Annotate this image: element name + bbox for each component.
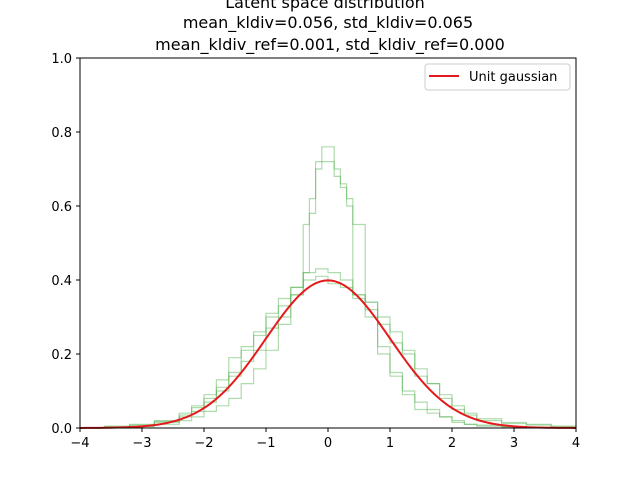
title-line-3: mean_kldiv_ref=0.001, std_kldiv_ref=0.00…	[155, 35, 505, 55]
legend: Unit gaussian	[424, 63, 571, 91]
x-tick-label: −1	[256, 436, 275, 451]
histogram-series-3	[80, 268, 577, 429]
x-tick-label: 0	[324, 436, 332, 451]
legend-label-unit-gaussian: Unit gaussian	[469, 70, 557, 85]
unit-gaussian-line	[79, 279, 577, 429]
legend-box	[424, 63, 571, 91]
chart-title: Latent space distribution mean_kldiv=0.0…	[155, 0, 505, 55]
title-line-1: Latent space distribution	[225, 0, 425, 12]
y-tick-label: 0.4	[51, 274, 72, 289]
histogram-series-4	[80, 275, 577, 429]
x-tick-label: −2	[194, 436, 213, 451]
x-tick-label: 2	[448, 436, 456, 451]
histogram-series-2	[80, 161, 576, 429]
x-tick-label: 3	[510, 436, 518, 451]
x-tick-label: 1	[386, 436, 394, 451]
title-line-2: mean_kldiv=0.056, std_kldiv=0.065	[183, 13, 473, 33]
y-axis: 0.0 0.2 0.4 0.6 0.8 1.0	[51, 52, 80, 437]
y-tick-label: 1.0	[51, 52, 72, 67]
x-tick-label: −4	[70, 436, 89, 451]
x-tick-label: −3	[132, 436, 151, 451]
plot-series	[79, 146, 577, 429]
histogram-series-1	[80, 146, 576, 429]
y-tick-label: 0.8	[51, 126, 72, 141]
y-tick-label: 0.2	[51, 348, 72, 363]
x-axis: −4 −3 −2 −1 0 1 2 3 4	[70, 428, 580, 451]
x-tick-label: 4	[572, 436, 580, 451]
y-tick-label: 0.6	[51, 200, 72, 215]
y-tick-label: 0.0	[51, 422, 72, 437]
